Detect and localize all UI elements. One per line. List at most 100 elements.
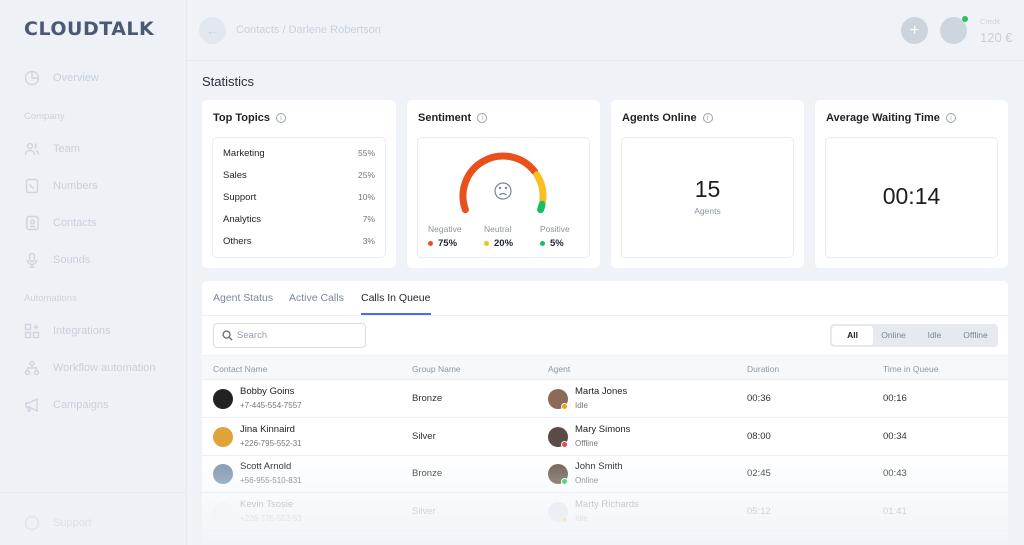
top-topics-card: Top Topics i Marketing 55% Sales 25% Support 1…: [202, 100, 396, 268]
tab-agent-status[interactable]: Agent Status: [213, 292, 274, 304]
tab-active-calls[interactable]: Active Calls: [289, 292, 344, 304]
topic-label: Others: [223, 236, 252, 247]
sidebar-support[interactable]: Support: [0, 492, 187, 545]
credit-label: Credit: [980, 17, 1001, 26]
gauge-segment-positive: [537, 200, 546, 214]
sidebar-item-workflow-automation[interactable]: Workflow automation: [24, 360, 156, 376]
table-row[interactable]: Jina Kinnaird +226-795-552-31 Silver Mar…: [202, 418, 1008, 456]
sidebar-item-team[interactable]: Team: [24, 141, 80, 157]
top-header: ← Contacts / Darlene Robertson + Credit …: [187, 0, 1024, 61]
group-name: Bronze: [412, 468, 443, 479]
sentiment-legend-neutral: Neutral 20%: [484, 224, 513, 249]
sidebar-item-integrations[interactable]: Integrations: [24, 323, 110, 339]
topic-percent: 25%: [357, 170, 375, 180]
workflow-icon: [24, 360, 40, 376]
sentiment-card: Sentiment i Negative 75% Neutral 20% Positive…: [407, 100, 600, 268]
table-row[interactable]: Kevin Tsosie +226-775-552-53 Silver Mart…: [202, 493, 1008, 531]
agent-status-dot: [561, 478, 568, 485]
agents-online-count: 15: [694, 176, 721, 202]
page-title: Statistics: [202, 74, 255, 89]
card-title: Agents Online: [622, 112, 697, 124]
topic-percent: 10%: [357, 192, 375, 202]
team-icon: [24, 142, 40, 156]
agent-status: Idle: [575, 513, 588, 523]
table-row[interactable]: Bobby Goins +7-445-554-7557 Bronze Marta…: [202, 380, 1008, 418]
gauge-segment-neutral: [533, 171, 547, 204]
filter-idle[interactable]: Idle: [927, 330, 942, 340]
sidebar-item-label: Integrations: [53, 325, 111, 337]
calls-panel: Agent Status Active Calls Calls In Queue…: [202, 281, 1008, 545]
sentiment-label: Neutral: [484, 224, 512, 234]
info-icon[interactable]: i: [702, 113, 713, 123]
filter-offline[interactable]: Offline: [963, 330, 988, 340]
section-automations: Automations: [24, 293, 77, 304]
sentiment-value: 20%: [494, 238, 514, 249]
table-row[interactable]: Scott Arnold +56-955-510-831 Bronze John…: [202, 455, 1008, 493]
search-icon: [222, 330, 233, 341]
agents-online-card: Agents Online i 15 Agents: [611, 100, 804, 268]
column-contact-name[interactable]: Contact Name: [213, 364, 268, 374]
column-group-name[interactable]: Group Name: [412, 364, 461, 374]
column-time-in-queue[interactable]: Time in Queue: [883, 364, 939, 374]
tab-calls-in-queue[interactable]: Calls In Queue: [361, 292, 431, 304]
sentiment-legend-negative: Negative 75%: [428, 224, 462, 249]
legend-dot: [428, 241, 433, 246]
filter-online[interactable]: Online: [881, 330, 906, 340]
agent-name: Mary Simons: [575, 423, 631, 435]
agent-status-dot: [561, 403, 568, 410]
contact-phone: +226-775-552-53: [240, 513, 302, 523]
info-icon[interactable]: i: [276, 113, 287, 123]
sidebar-item-label: Overview: [53, 72, 99, 84]
megaphone-icon: [25, 397, 38, 413]
legend-dot: [540, 241, 545, 246]
sentiment-gauge: [459, 152, 547, 214]
section-company: Company: [24, 111, 65, 122]
sentiment-value: 5%: [550, 238, 564, 249]
breadcrumb: Contacts / Darlene Robertson: [236, 24, 381, 36]
topic-percent: 7%: [362, 214, 375, 224]
topic-label: Marketing: [223, 148, 265, 159]
status-filter: All Online Idle Offline: [830, 324, 998, 347]
add-button[interactable]: +: [901, 17, 928, 44]
sidebar-item-overview[interactable]: Overview: [24, 70, 99, 86]
average-waiting-time-value: 00:14: [882, 183, 941, 209]
info-icon[interactable]: i: [945, 113, 956, 123]
sidebar-item-label: Sounds: [53, 254, 91, 266]
column-agent[interactable]: Agent: [548, 364, 571, 374]
sidebar-item-numbers[interactable]: Numbers: [24, 178, 98, 194]
sidebar-item-label: Campaigns: [53, 399, 109, 411]
contact-name: Scott Arnold: [240, 461, 292, 472]
sentiment-label: Negative: [428, 224, 462, 234]
topic-item: Others 3%: [223, 236, 375, 247]
info-icon[interactable]: i: [477, 113, 488, 123]
group-name: Bronze: [412, 393, 443, 404]
time-in-queue: 01:41: [883, 505, 907, 517]
contact-name: Kevin Tsosie: [240, 498, 294, 510]
arrow-left-icon: ←: [206, 23, 219, 38]
agent-name: Marta Jones: [575, 386, 628, 397]
contact-phone: +56-955-510-831: [240, 476, 302, 485]
card-title: Top Topics: [213, 112, 271, 124]
filter-all[interactable]: All: [832, 326, 873, 345]
column-duration[interactable]: Duration: [747, 364, 780, 374]
search-input[interactable]: Search: [213, 323, 366, 348]
topic-label: Analytics: [223, 214, 262, 225]
back-button[interactable]: ←: [199, 17, 226, 44]
agent-status-dot: [561, 440, 568, 448]
gauge-segment-negative: [459, 152, 539, 214]
sentiment-label: Positive: [540, 224, 570, 234]
average-waiting-time-card: Average Waiting Time i 00:14: [815, 100, 1008, 268]
topic-percent: 3%: [362, 236, 375, 246]
duration: 08:00: [747, 430, 771, 442]
duration: 05:12: [747, 505, 771, 517]
sidebar-item-label: Team: [53, 143, 80, 155]
sidebar-item-contacts[interactable]: Contacts: [24, 215, 96, 231]
table-header: Contact Name Group Name Agent Duration T…: [202, 355, 1008, 380]
sidebar-item-sounds[interactable]: Sounds: [24, 252, 90, 268]
sidebar-item-campaigns[interactable]: Campaigns: [24, 397, 109, 413]
sidebar-item-label: Workflow automation: [53, 362, 156, 374]
sentiment-legend-positive: Positive 5%: [540, 224, 570, 249]
cloudtalk-logo: CLOUDTALK: [24, 18, 155, 40]
topic-item: Analytics 7%: [223, 214, 375, 225]
plus-icon: +: [909, 22, 920, 39]
